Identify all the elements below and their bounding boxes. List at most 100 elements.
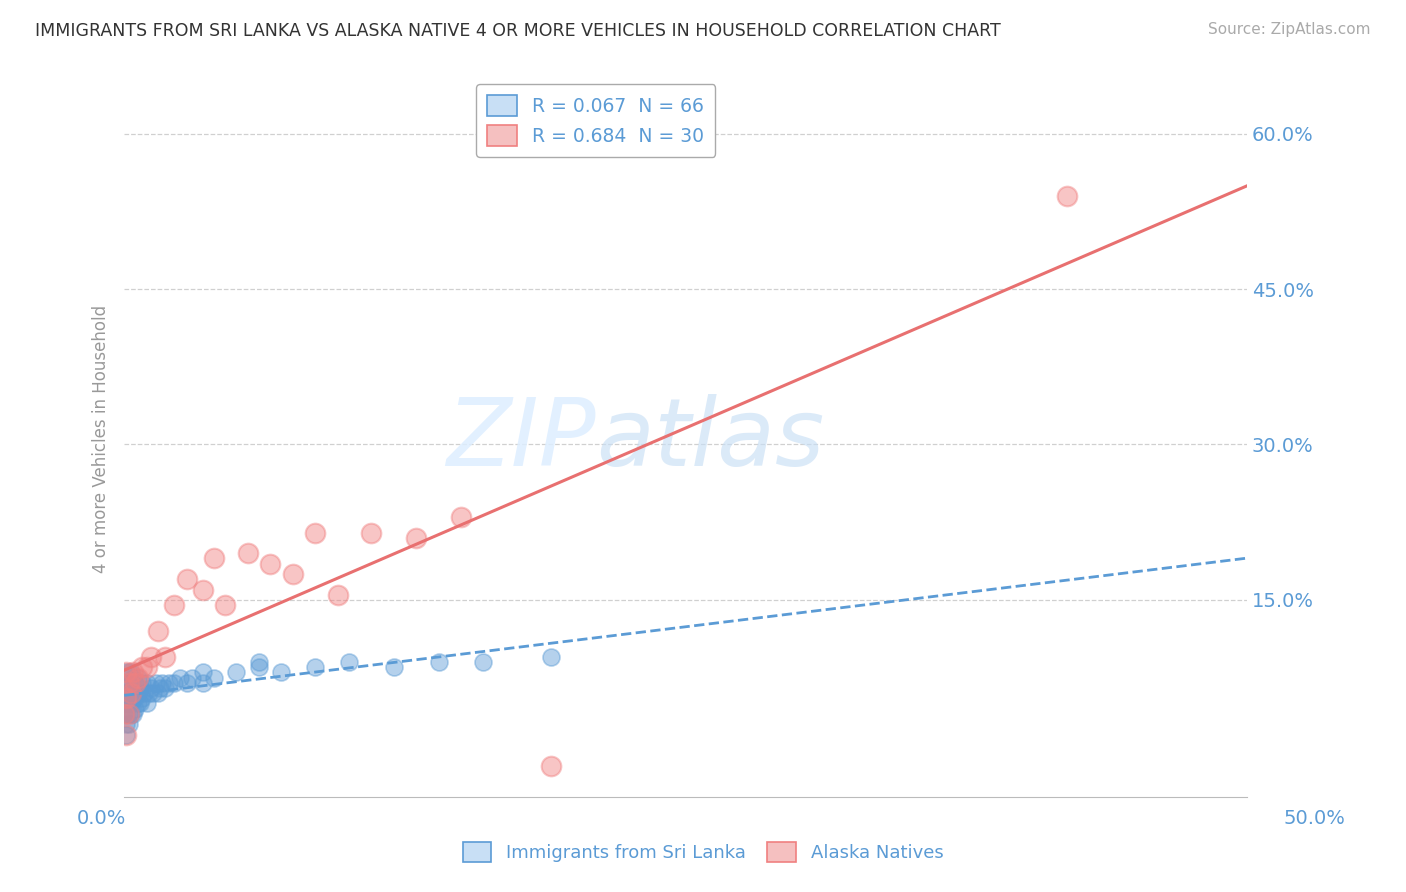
Point [1056, 189, 1078, 203]
Point [270, 665, 292, 680]
Point [120, 706, 142, 721]
Point [153, 681, 176, 695]
Point [236, 546, 259, 560]
Point [122, 671, 145, 685]
Point [360, 525, 382, 540]
Point [115, 697, 138, 711]
Point [118, 675, 141, 690]
Point [540, 649, 562, 664]
Point [176, 675, 198, 690]
Point [214, 598, 236, 612]
Point [162, 598, 184, 612]
Point [127, 671, 149, 685]
Point [112, 706, 135, 721]
Point [135, 697, 157, 711]
Point [180, 671, 202, 685]
Point [405, 531, 427, 545]
Point [169, 671, 191, 685]
Point [176, 572, 198, 586]
Point [118, 691, 141, 706]
Point [124, 675, 146, 690]
Point [337, 655, 360, 669]
Point [120, 686, 142, 700]
Point [118, 665, 141, 680]
Point [135, 675, 157, 690]
Point [134, 686, 156, 700]
Point [131, 675, 153, 690]
Point [141, 649, 163, 664]
Point [129, 681, 152, 695]
Point [120, 686, 142, 700]
Legend: Immigrants from Sri Lanka, Alaska Natives: Immigrants from Sri Lanka, Alaska Native… [456, 835, 950, 870]
Point [118, 697, 141, 711]
Point [259, 557, 281, 571]
Point [112, 697, 135, 711]
Point [131, 691, 153, 706]
Point [115, 686, 138, 700]
Point [146, 624, 169, 638]
Point [127, 686, 149, 700]
Point [127, 671, 149, 685]
Point [122, 691, 145, 706]
Point [118, 706, 141, 721]
Text: Source: ZipAtlas.com: Source: ZipAtlas.com [1208, 22, 1371, 37]
Point [115, 691, 138, 706]
Point [115, 727, 138, 741]
Point [450, 510, 472, 524]
Point [191, 675, 214, 690]
Point [145, 675, 167, 690]
Point [153, 649, 176, 664]
Point [112, 706, 135, 721]
Point [382, 660, 405, 674]
Point [118, 686, 141, 700]
Legend: R = 0.067  N = 66, R = 0.684  N = 30: R = 0.067 N = 66, R = 0.684 N = 30 [477, 84, 716, 157]
Point [162, 675, 184, 690]
Point [124, 691, 146, 706]
Point [202, 671, 225, 685]
Point [124, 675, 146, 690]
Y-axis label: 4 or more Vehicles in Household: 4 or more Vehicles in Household [93, 305, 110, 574]
Point [281, 566, 304, 581]
Point [118, 675, 141, 690]
Point [115, 727, 138, 741]
Point [146, 686, 169, 700]
Point [135, 660, 157, 674]
Point [138, 686, 160, 700]
Point [142, 686, 165, 700]
Point [115, 665, 138, 680]
Point [115, 691, 138, 706]
Point [129, 697, 152, 711]
Text: 50.0%: 50.0% [1284, 809, 1346, 829]
Point [247, 660, 270, 674]
Text: IMMIGRANTS FROM SRI LANKA VS ALASKA NATIVE 4 OR MORE VEHICLES IN HOUSEHOLD CORRE: IMMIGRANTS FROM SRI LANKA VS ALASKA NATI… [35, 22, 1001, 40]
Text: ZIP: ZIP [446, 393, 596, 485]
Point [122, 681, 145, 695]
Point [120, 665, 142, 680]
Point [540, 758, 562, 772]
Point [120, 697, 142, 711]
Point [115, 706, 138, 721]
Point [127, 697, 149, 711]
Point [141, 681, 163, 695]
Point [427, 655, 450, 669]
Point [118, 706, 141, 721]
Point [122, 665, 145, 680]
Point [124, 701, 146, 715]
Point [120, 675, 142, 690]
Point [304, 660, 326, 674]
Point [225, 665, 247, 680]
Point [115, 675, 138, 690]
Point [131, 660, 153, 674]
Point [202, 551, 225, 566]
Point [247, 655, 270, 669]
Point [115, 665, 138, 680]
Point [112, 686, 135, 700]
Point [191, 665, 214, 680]
Text: atlas: atlas [596, 393, 824, 485]
Text: 0.0%: 0.0% [76, 809, 127, 829]
Point [122, 706, 145, 721]
Point [304, 525, 326, 540]
Point [149, 681, 172, 695]
Point [118, 717, 141, 731]
Point [472, 655, 495, 669]
